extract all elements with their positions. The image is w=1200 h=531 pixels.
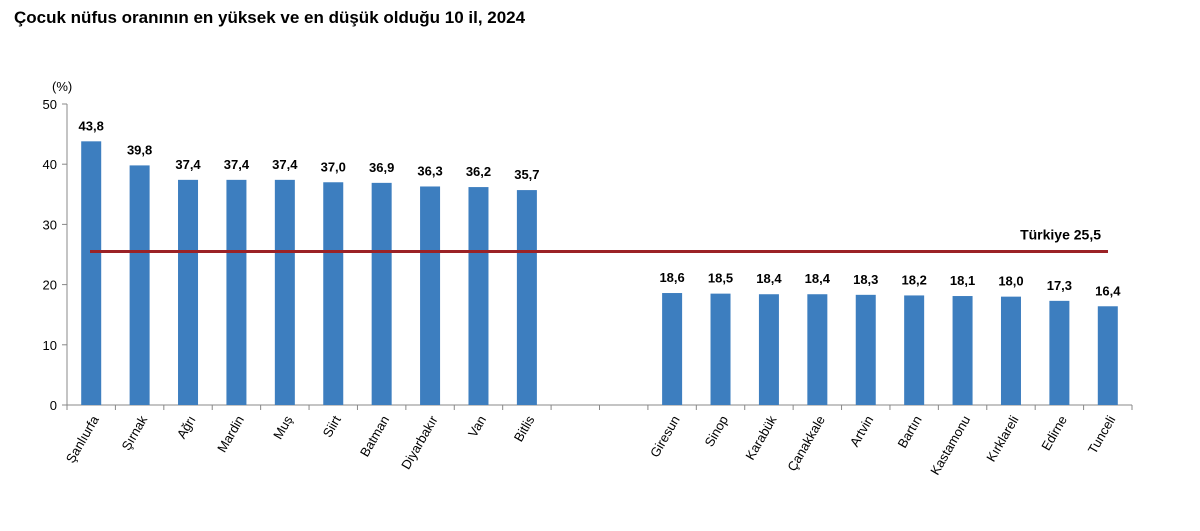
reference-label: Türkiye 25,5 xyxy=(1020,226,1101,242)
y-tick-label: 50 xyxy=(43,97,57,112)
data-label: 18,2 xyxy=(902,272,927,287)
bar xyxy=(952,296,973,405)
data-label: 36,9 xyxy=(369,160,394,175)
category-label: Giresun xyxy=(647,413,683,460)
data-label: 18,6 xyxy=(659,270,684,285)
category-label: Tunceli xyxy=(1085,413,1119,456)
y-tick-label: 0 xyxy=(50,398,57,413)
bar xyxy=(81,141,102,405)
bar xyxy=(226,179,247,405)
y-tick-label: 20 xyxy=(43,278,57,293)
bar xyxy=(468,187,489,405)
data-label: 18,3 xyxy=(853,272,878,287)
bar xyxy=(807,294,828,405)
bar xyxy=(758,294,779,405)
category-label: Batman xyxy=(357,413,392,459)
data-label: 37,4 xyxy=(224,157,250,172)
category-label: Sinop xyxy=(702,413,732,449)
bar xyxy=(710,293,731,405)
category-label: Van xyxy=(465,413,489,440)
category-label: Şanlıurfa xyxy=(63,412,102,465)
data-label: 36,3 xyxy=(417,163,442,178)
data-label: 18,4 xyxy=(805,271,831,286)
data-label: 18,5 xyxy=(708,271,733,286)
bar xyxy=(1097,306,1118,405)
chart-title: Çocuk nüfus oranının en yüksek ve en düş… xyxy=(14,8,526,27)
category-label: Bartın xyxy=(894,413,924,451)
category-label: Bitlis xyxy=(511,413,538,445)
data-label: 16,4 xyxy=(1095,283,1121,298)
data-label: 35,7 xyxy=(514,167,539,182)
data-label: 18,4 xyxy=(756,271,782,286)
bar xyxy=(420,186,441,405)
category-label: Diyarbakır xyxy=(398,412,441,471)
data-label: 37,0 xyxy=(321,159,346,174)
data-label: 36,2 xyxy=(466,164,491,179)
bar xyxy=(855,294,876,405)
data-label: 18,0 xyxy=(998,274,1023,289)
bar xyxy=(178,179,199,405)
category-label: Siirt xyxy=(320,413,344,440)
data-label: 39,8 xyxy=(127,142,152,157)
bar xyxy=(129,165,150,405)
bar xyxy=(274,179,295,405)
bar xyxy=(1049,300,1070,405)
bar xyxy=(516,190,537,405)
category-label: Artvin xyxy=(847,413,877,449)
data-label: 17,3 xyxy=(1047,278,1072,293)
data-label: 37,4 xyxy=(175,157,201,172)
category-label: Ağrı xyxy=(174,413,199,441)
category-label: Mardin xyxy=(214,413,247,455)
bar xyxy=(1000,296,1021,405)
bar xyxy=(371,182,392,405)
y-tick-label: 10 xyxy=(43,338,57,353)
data-label: 43,8 xyxy=(79,118,104,133)
bar xyxy=(662,293,683,405)
category-label: Çanakkale xyxy=(784,413,828,474)
y-axis-unit-label: (%) xyxy=(52,79,72,94)
category-label: Muş xyxy=(270,413,296,442)
category-label: Kastamonu xyxy=(927,413,973,477)
bar xyxy=(904,295,925,405)
y-tick-label: 30 xyxy=(43,217,57,232)
data-label: 37,4 xyxy=(272,157,298,172)
category-label: Kırklareli xyxy=(983,413,1021,464)
category-label: Karabük xyxy=(742,413,779,463)
bar xyxy=(323,182,344,405)
category-label: Edirne xyxy=(1038,413,1070,453)
category-label: Şırnak xyxy=(118,413,150,453)
y-tick-label: 40 xyxy=(43,157,57,172)
data-label: 18,1 xyxy=(950,273,975,288)
